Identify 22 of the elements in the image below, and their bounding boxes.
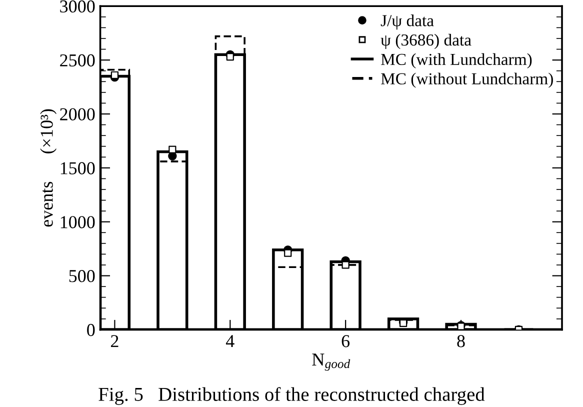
y-tick-label: 0	[87, 324, 95, 336]
point	[110, 71, 119, 79]
point	[342, 261, 350, 269]
y-axis-title: events (×10³)	[40, 109, 57, 227]
y-tick-label: 1000	[60, 216, 95, 228]
y-tick-label: 1500	[60, 162, 95, 174]
point	[284, 249, 292, 257]
y-tick-label: 3000	[60, 0, 95, 13]
x-tick-label: 2	[110, 335, 118, 348]
y-tick-label: 2500	[60, 54, 95, 66]
caption: Fig. 5 Distributions of the reconstructed charged	[98, 387, 485, 405]
y-tick-label: 2000	[60, 108, 95, 120]
legend-label: MC (without Lundcharm)	[381, 72, 553, 88]
x-tick-label: 6	[342, 335, 350, 348]
x-tick-label: 4	[226, 335, 234, 348]
x-axis-title: N$_{good}$	[312, 354, 350, 371]
legend-label: ψ (3686) data	[380, 34, 472, 50]
y-tick-label: 500	[69, 270, 95, 282]
legend-label: MC (with Lundcharm)	[381, 53, 532, 68]
point	[168, 146, 176, 154]
x-tick-label: 8	[457, 335, 465, 348]
legend-label: J/ψ data	[380, 14, 434, 30]
